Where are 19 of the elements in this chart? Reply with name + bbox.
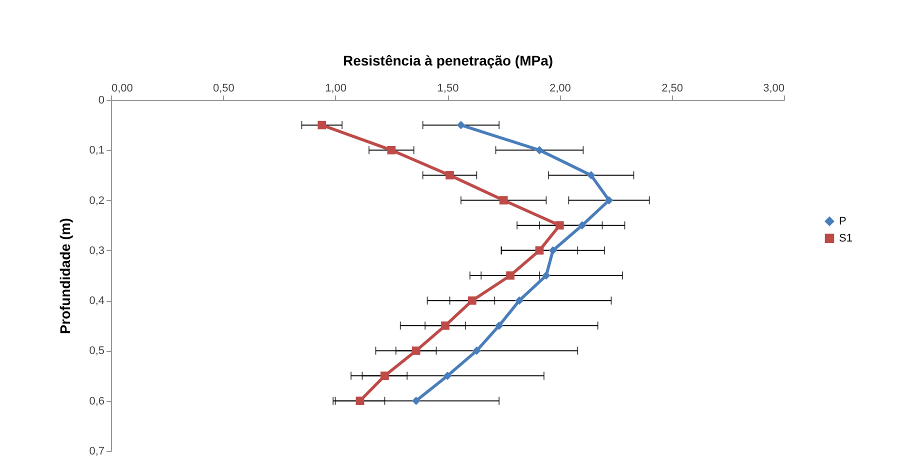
- y-tick-label: 0,6: [89, 395, 104, 408]
- y-tick-label: 0,3: [89, 244, 104, 257]
- y-tick-label: 0,1: [89, 144, 104, 157]
- y-tick-label: 0,4: [89, 295, 104, 308]
- x-tick-label: 2,00: [549, 82, 571, 94]
- y-tick-label: 0,2: [89, 194, 104, 207]
- x-tick-label: 0,00: [112, 82, 133, 94]
- x-tick-label: 2,50: [662, 82, 684, 94]
- x-tick-label: 0,50: [212, 82, 234, 94]
- y-tick-label: 0,5: [89, 345, 104, 358]
- legend-label: P: [839, 215, 846, 228]
- x-tick-label: 1,50: [437, 82, 459, 94]
- legend-label: S1: [839, 232, 852, 244]
- x-tick-label: 3,00: [763, 82, 784, 94]
- x-tick-label: 1,00: [325, 82, 347, 94]
- y-tick-label: 0: [98, 94, 104, 106]
- x-axis-title: Resistência à penetração (MPa): [342, 52, 554, 68]
- y-axis-title: Profundidade (m): [57, 218, 74, 334]
- y-tick-label: 0,7: [89, 446, 104, 458]
